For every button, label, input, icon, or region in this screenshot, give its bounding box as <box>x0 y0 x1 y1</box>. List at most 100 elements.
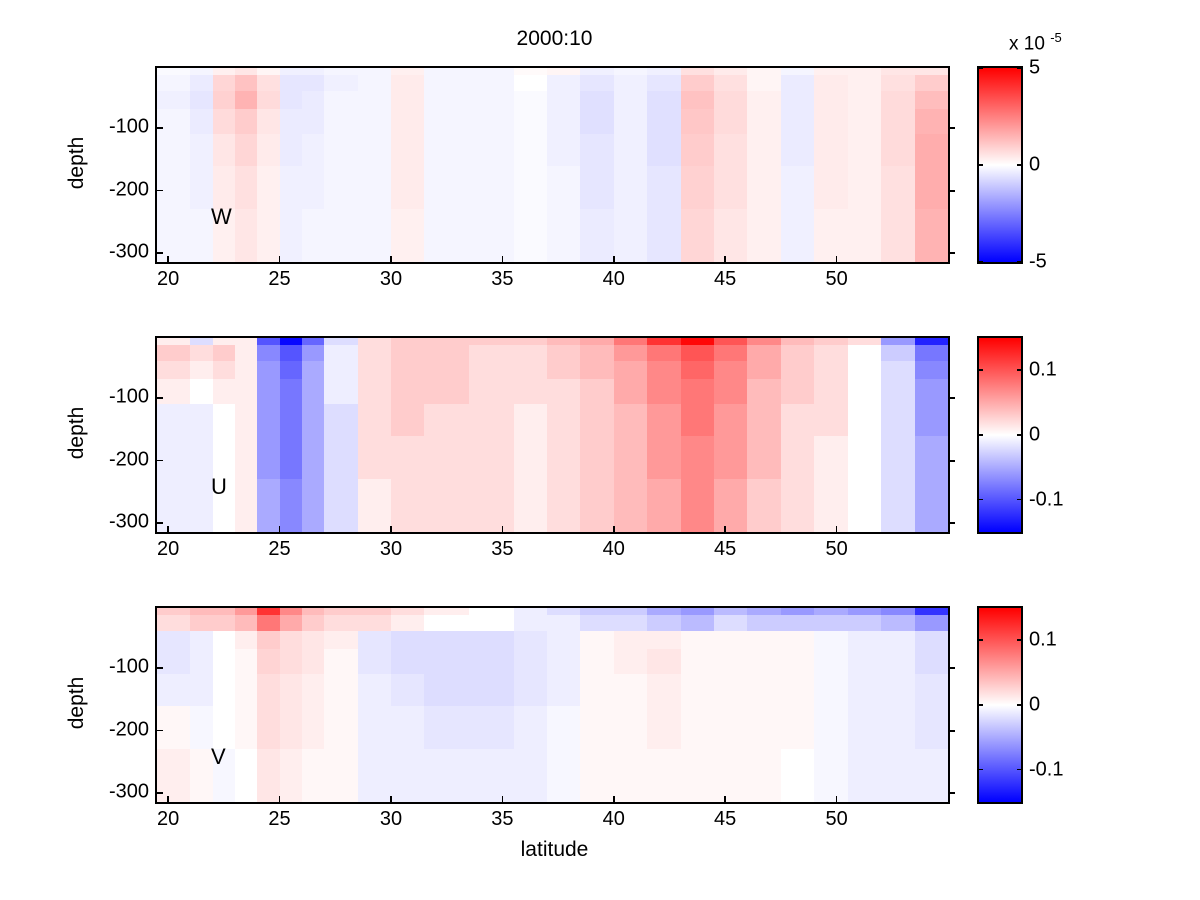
heatmap-cell <box>257 705 281 751</box>
heatmap-cell <box>780 479 815 532</box>
heatmap-cell <box>190 674 214 707</box>
heatmap-cell <box>424 404 470 437</box>
heatmap-cell <box>613 749 648 802</box>
heatmap-cell <box>468 630 515 650</box>
heatmap-cell <box>257 479 281 532</box>
x-tick-mark <box>278 526 281 532</box>
heatmap-cell <box>814 90 849 110</box>
heatmap-cell <box>780 630 815 650</box>
heatmap-cell <box>234 134 258 167</box>
heatmap-cell <box>212 379 236 405</box>
heatmap-cell <box>279 614 303 632</box>
heatmap-cell <box>847 404 882 437</box>
heatmap-cell <box>814 209 849 262</box>
heatmap-cell <box>424 344 470 362</box>
colorbar-tick-mark <box>1017 261 1021 263</box>
heatmap-cell <box>513 344 548 362</box>
heatmap-cell <box>546 608 581 616</box>
x-tick-label: 35 <box>491 808 514 830</box>
heatmap-cell <box>324 749 359 802</box>
heatmap-cell <box>747 705 782 751</box>
heatmap-cell <box>157 360 192 380</box>
heatmap-cell <box>234 68 258 76</box>
heatmap-cell <box>814 614 849 632</box>
heatmap-cell <box>914 360 948 380</box>
heatmap-cell <box>847 749 882 802</box>
heatmap-cell <box>714 674 749 707</box>
heatmap-cell <box>546 479 581 532</box>
heatmap-cell <box>747 134 782 167</box>
heatmap-cell <box>513 614 548 632</box>
x-tick-mark <box>390 526 392 532</box>
heatmap-cell <box>257 344 281 362</box>
heatmap-cell <box>814 435 849 481</box>
heatmap-cell <box>234 90 258 110</box>
panel-label-v: V <box>211 744 226 769</box>
heatmap-cell <box>424 165 470 211</box>
heatmap-cell <box>190 338 214 346</box>
heatmap-cell <box>257 674 281 707</box>
heatmap-cell <box>747 404 782 437</box>
heatmap-cell <box>190 608 214 616</box>
heatmap-cell <box>914 479 948 532</box>
y-tick-mark <box>157 397 163 399</box>
heatmap-panel-w <box>155 66 950 264</box>
heatmap-cell <box>546 109 581 135</box>
heatmap-cell <box>680 109 715 135</box>
heatmap-cell <box>914 608 948 616</box>
heatmap-cell <box>580 74 615 92</box>
heatmap-cell <box>513 379 548 405</box>
y-tick-mark-right <box>950 127 955 130</box>
heatmap-cell <box>390 109 425 135</box>
heatmap-cell <box>613 344 648 362</box>
heatmap-cell <box>546 90 581 110</box>
colorbar-tick-mark <box>1017 498 1021 501</box>
x-tick-label: 35 <box>491 268 514 290</box>
x-tick-label: 20 <box>157 808 180 830</box>
heatmap-cell <box>780 649 815 675</box>
heatmap-cell <box>190 344 214 362</box>
heatmap-cell <box>301 344 325 362</box>
heatmap-cell <box>647 338 682 346</box>
heatmap-cell <box>780 674 815 707</box>
heatmap-cell <box>157 479 192 532</box>
heatmap-cell <box>580 134 615 167</box>
heatmap-cell <box>357 630 392 650</box>
heatmap-cell <box>324 614 359 632</box>
heatmap-cell <box>257 630 281 650</box>
heatmap-cell <box>279 165 303 211</box>
heatmap-cell <box>814 608 849 616</box>
heatmap-cell <box>580 165 615 211</box>
heatmap-cell <box>747 209 782 262</box>
x-tick-label: 50 <box>825 538 848 560</box>
x-tick-mark <box>835 526 838 532</box>
heatmap-cell <box>881 435 916 481</box>
heatmap-cell <box>468 134 515 167</box>
y-tick-mark-right <box>950 667 955 670</box>
heatmap-cell <box>301 74 325 92</box>
heatmap-cell <box>814 649 849 675</box>
heatmap-cell <box>190 68 214 76</box>
heatmap-cell <box>468 165 515 211</box>
heatmap-cell <box>279 360 303 380</box>
heatmap-cell <box>747 614 782 632</box>
heatmap-cell <box>279 74 303 92</box>
heatmap-cell <box>157 165 192 211</box>
colorbar-tick-mark <box>1017 67 1021 69</box>
heatmap-cell <box>424 614 470 632</box>
heatmap-cell <box>190 614 214 632</box>
heatmap-cell <box>257 749 281 802</box>
heatmap-cell <box>714 630 749 650</box>
x-tick-label: 40 <box>602 268 625 290</box>
colorbar-tick-label: 0 <box>1029 693 1041 716</box>
heatmap-cell <box>847 608 882 616</box>
heatmap-cell <box>613 165 648 211</box>
heatmap-cell <box>513 209 548 262</box>
heatmap-cell <box>468 749 515 802</box>
colorbar-tick-label: 0 <box>1029 423 1041 446</box>
heatmap-cell <box>580 649 615 675</box>
heatmap-cell <box>468 674 515 707</box>
x-tick-mark <box>724 256 726 262</box>
heatmap-cell <box>847 165 882 211</box>
heatmap-cell <box>546 749 581 802</box>
